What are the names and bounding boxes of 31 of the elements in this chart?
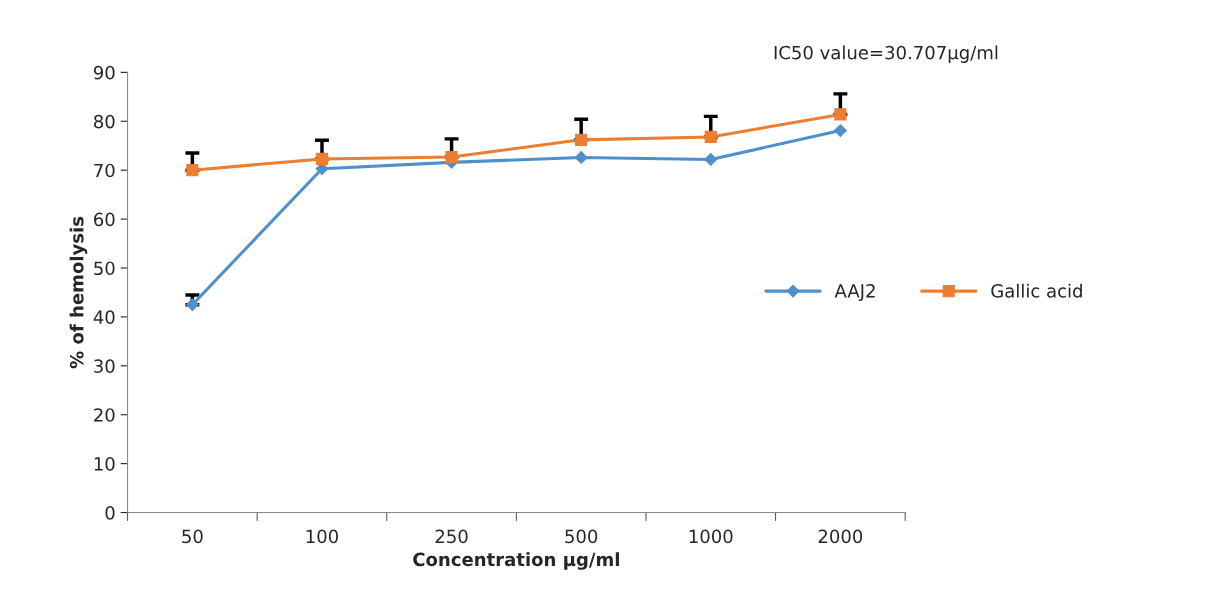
point [315,152,329,166]
x-tick-label: 50 [182,529,203,544]
legend-label: Gallic acid [991,283,1082,298]
y-tick-label: 90 [93,65,115,80]
legend-label: AAJ2 [834,284,875,302]
x-axis-title: Concentration µg/ml [413,552,619,570]
y-tick-label: 20 [94,408,115,422]
x-tick-label: 100 [306,529,339,544]
point [704,130,717,143]
y-tick-label: 10 [94,457,115,471]
point [186,164,199,177]
y-tick-label: 50 [94,261,115,276]
point [185,298,199,312]
y-axis-title: % of hemolysis [69,216,88,369]
point [574,151,588,164]
y-tick-label: 40 [93,310,115,325]
y-tick-label: 30 [94,359,115,373]
point [704,153,718,166]
x-tick-label: 250 [435,529,468,544]
x-tick-label: 1000 [689,529,733,544]
y-tick-label: 0 [105,506,115,520]
point [833,124,847,137]
point [575,133,588,146]
y-tick-label: 80 [94,114,115,129]
point [834,108,847,121]
text: IC50 value=30.707µg/ml [774,45,998,63]
point [445,150,458,164]
x-tick-label: 500 [565,529,598,544]
x-tick-label: 2000 [818,529,863,544]
y-tick-label: 70 [94,163,115,178]
y-tick-label: 60 [94,212,115,227]
